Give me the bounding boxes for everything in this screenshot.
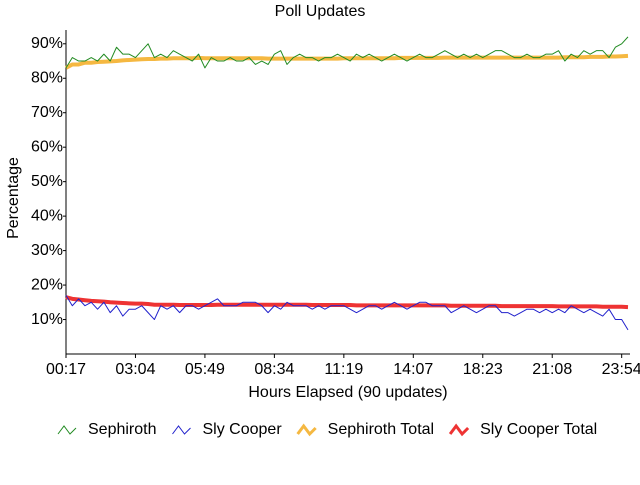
y-tick-label: 40%	[31, 207, 63, 224]
x-tick-label: 00:17	[46, 361, 86, 378]
series-line	[65, 53, 629, 70]
y-tick-label: 90%	[31, 35, 63, 52]
legend-icon	[448, 423, 470, 437]
y-tick-label: 80%	[31, 69, 63, 86]
legend-label: Sephiroth Total	[328, 421, 434, 438]
legend-icon	[296, 423, 317, 437]
x-tick-label: 05:49	[185, 361, 225, 378]
x-tick-label: 03:04	[115, 361, 155, 378]
x-tick-label: 08:34	[254, 361, 294, 378]
y-tick-label: 60%	[31, 138, 63, 155]
legend-label: Sly Cooper Total	[480, 421, 597, 438]
legend-label: Sly Cooper	[203, 421, 283, 438]
series-line	[65, 295, 629, 331]
x-tick-label: 21:08	[532, 361, 572, 378]
x-tick-label: 14:07	[393, 361, 433, 378]
y-tick-label: 20%	[31, 276, 63, 293]
x-axis-title: Hours Elapsed (90 updates)	[248, 384, 447, 401]
x-tick-label: 11:19	[324, 361, 363, 378]
y-tick-label: 50%	[31, 173, 63, 190]
x-tick-label: 23:54	[602, 361, 640, 378]
y-tick-label: 10%	[31, 311, 63, 328]
y-axis-title: Percentage	[5, 157, 22, 239]
legend-icon	[172, 425, 191, 435]
chart-title: Poll Updates	[275, 3, 366, 20]
y-tick-label: 70%	[31, 104, 63, 121]
legend-icon	[57, 425, 77, 435]
x-tick-label: 18:23	[463, 361, 503, 378]
legend-label: Sephiroth	[88, 421, 157, 438]
series-line	[65, 36, 629, 69]
series-line	[65, 295, 629, 310]
y-tick-label: 30%	[31, 242, 63, 259]
